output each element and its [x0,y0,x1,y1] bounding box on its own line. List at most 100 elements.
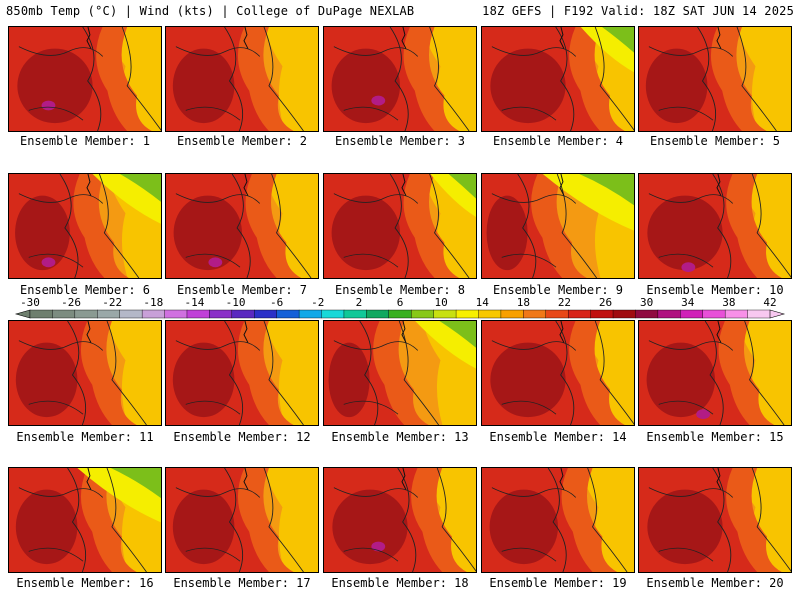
temperature-field-map [166,321,318,425]
temperature-field-map [166,468,318,572]
colorbar-swatch [680,309,704,319]
colorbar-swatch [724,309,748,319]
ensemble-map-panel [638,26,792,132]
ensemble-map-panel [323,467,477,573]
temperature-colorbar: -30 -26 -22 -18 -14 -10 -6 -2 2 6 10 14 18 22 26 30 34 38… [10,297,790,321]
ensemble-map-panel [8,467,162,573]
colorbar-tick-label: 26 [599,297,612,309]
colorbar-swatch [321,309,345,319]
colorbar-tick-label: 14 [476,297,490,309]
colorbar-tick-label: 30 [640,297,653,309]
ensemble-map-panel [638,173,792,279]
colorbar-min-arrow [14,309,31,319]
colorbar-swatch [635,309,659,319]
temperature-field-map [166,27,318,131]
ensemble-member-caption: Ensemble Member: 6 [19,283,151,297]
ensemble-member-caption: Ensemble Member: 10 [646,283,784,297]
ensemble-map-panel [165,467,319,573]
colorbar-tick-label: -30 [20,297,40,309]
colorbar-tick-label: -18 [143,297,163,309]
colorbar-tick-label: 38 [722,297,735,309]
ensemble-member-caption: Ensemble Member: 20 [646,576,784,590]
colorbar-swatch [298,309,322,319]
temperature-field-map [9,27,161,131]
temperature-field-map [482,27,634,131]
temperature-field-map [482,468,634,572]
temperature-field-map [482,321,634,425]
colorbar-swatch [186,309,210,319]
ensemble-member-caption: Ensemble Member: 4 [492,134,624,148]
ensemble-map-panel [323,173,477,279]
temperature-field-map [324,27,476,131]
ensemble-member-caption: Ensemble Member: 14 [489,430,627,444]
colorbar-swatch [455,309,479,319]
ensemble-member-caption: Ensemble Member: 8 [334,283,466,297]
colorbar-swatch [276,309,300,319]
colorbar-tick-label: 22 [558,297,571,309]
temperature-field-map [166,174,318,278]
ensemble-map-panel [481,320,635,426]
ensemble-member-caption: Ensemble Member: 2 [176,134,308,148]
colorbar-tick-label: 2 [356,297,363,309]
colorbar-swatch [343,309,367,319]
colorbar-swatch [478,309,502,319]
temperature-field-map [482,174,634,278]
ensemble-member-caption: Ensemble Member: 17 [173,576,311,590]
ensemble-member-caption: Ensemble Member: 1 [19,134,151,148]
colorbar-swatch [231,309,255,319]
colorbar-swatch [545,309,569,319]
colorbar-swatch [29,309,53,319]
ensemble-map-panel [481,467,635,573]
ensemble-map-panel [481,173,635,279]
ensemble-map-panel [165,173,319,279]
colorbar-tick-label: 42 [763,297,776,309]
temperature-field-map [324,468,476,572]
colorbar-tick-label: -14 [185,297,205,309]
colorbar-swatch [523,309,547,319]
ensemble-map-panel [165,320,319,426]
colorbar-tick-label: 10 [434,297,447,309]
colorbar-swatch [702,309,726,319]
colorbar-max-arrow [769,309,786,319]
valid-time-label: 18Z GEFS | F192 Valid: 18Z SAT JUN 14 20… [482,4,794,18]
temperature-field-map [639,468,791,572]
colorbar-swatch [567,309,592,319]
colorbar-swatch [500,309,524,319]
temperature-field-map [639,321,791,425]
colorbar-swatch [747,309,771,319]
temperature-field-map [9,321,161,425]
ensemble-member-caption: Ensemble Member: 16 [16,576,154,590]
colorbar-swatch [97,309,121,319]
colorbar-swatch [119,309,143,319]
colorbar-tick-label: -10 [226,297,246,309]
colorbar-graphic: -30 -26 -22 -18 -14 -10 -6 -2 2 6 10 14 18 22 26 30 34 38… [14,297,786,319]
temperature-field-map [639,174,791,278]
temperature-field-map [639,27,791,131]
colorbar-tick-label: 6 [397,297,404,309]
colorbar-tick-label: -26 [61,297,81,309]
colorbar-swatch [52,309,76,319]
colorbar-swatch [411,309,435,319]
ensemble-member-caption: Ensemble Member: 15 [646,430,784,444]
colorbar-swatch [74,309,98,319]
temperature-field-map [9,468,161,572]
colorbar-tick-label: 34 [681,297,695,309]
map-title: 850mb Temp (°C) | Wind (kts) | College o… [6,4,415,18]
temperature-field-map [324,321,476,425]
colorbar-tick-label: -2 [311,297,324,309]
ensemble-map-panel [8,26,162,132]
colorbar-swatch [366,309,390,319]
colorbar-swatch [433,309,457,319]
ensemble-member-caption: Ensemble Member: 5 [649,134,781,148]
colorbar-swatch [209,309,233,319]
ensemble-map-panel [8,173,162,279]
colorbar-swatch [141,309,165,319]
ensemble-map-panel [323,26,477,132]
temperature-field-map [324,174,476,278]
colorbar-tick-label: -22 [102,297,122,309]
colorbar-swatch [164,309,188,319]
ensemble-member-caption: Ensemble Member: 12 [173,430,311,444]
ensemble-member-caption: Ensemble Member: 3 [334,134,466,148]
colorbar-swatch [590,309,614,319]
colorbar-swatch [657,309,681,319]
